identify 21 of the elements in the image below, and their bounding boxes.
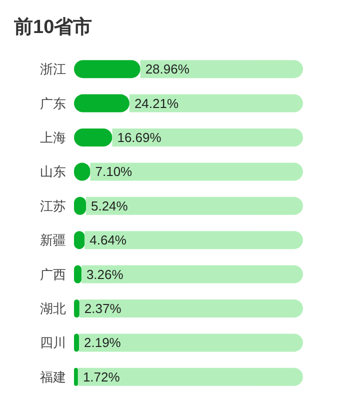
y-tick-label: 四川 [40, 335, 66, 350]
data-label: 16.69% [117, 130, 162, 145]
data-label: 2.19% [84, 335, 122, 350]
y-tick-label: 福建 [40, 369, 66, 384]
data-label: 5.24% [91, 198, 128, 214]
y-tick-label: 广东 [40, 96, 66, 111]
y-tick-label: 浙江 [40, 62, 66, 77]
y-tick-label: 山东 [40, 164, 66, 180]
y-tick-label: 广西 [40, 266, 66, 282]
data-label: 28.96% [145, 62, 190, 77]
y-tick-label: 江苏 [40, 198, 66, 214]
y-tick-label: 湖北 [40, 301, 66, 316]
data-label: 7.10% [95, 164, 133, 180]
data-label: 3.26% [86, 266, 124, 282]
title: 前10省市 [14, 17, 92, 38]
y-tick-label: 新疆 [40, 232, 66, 248]
y-tick-label: 上海 [40, 130, 66, 145]
data-label: 4.64% [90, 232, 127, 248]
data-label: 1.72% [82, 369, 120, 384]
data-label: 24.21% [134, 96, 179, 111]
data-label: 2.37% [84, 301, 122, 316]
